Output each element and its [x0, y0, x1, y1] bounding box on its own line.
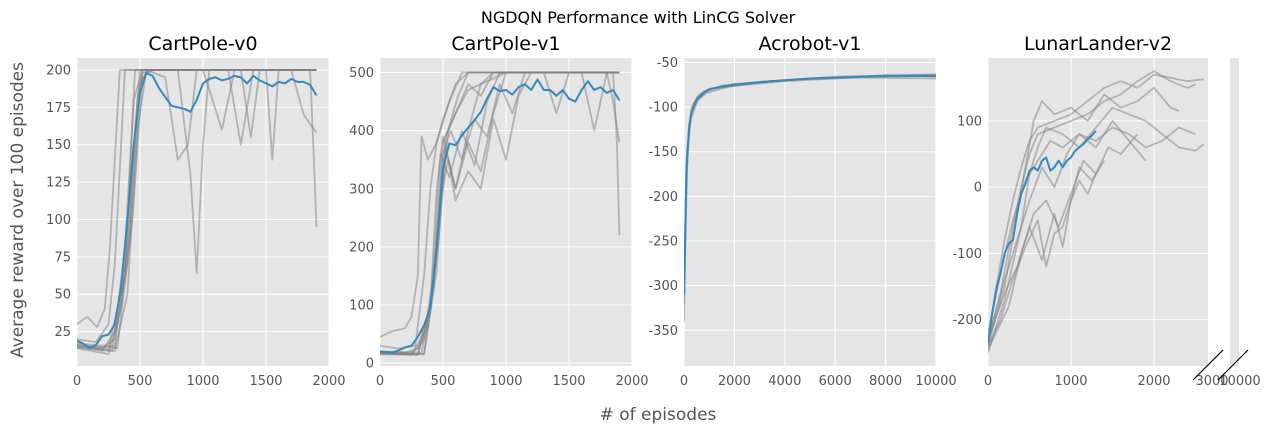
y-tick-label: 175 — [46, 101, 71, 116]
axis-break-mark — [1217, 349, 1249, 381]
x-tick-label: 0 — [984, 374, 992, 389]
subplot-grid: 0 500 1000 1500 2000255075100125150175200Car… — [46, 33, 1261, 389]
y-tick-label: 400 — [349, 124, 374, 139]
mean-series-line — [684, 74, 936, 295]
subplot-title: CartPole-v0 — [148, 33, 257, 55]
y-tick-label: 50 — [54, 288, 71, 303]
subplot-title: Acrobot-v1 — [759, 33, 862, 55]
y-tick-label: 75 — [54, 250, 71, 265]
plot-area — [684, 58, 936, 366]
run-series-line — [77, 69, 317, 348]
figure-suptitle: NGDQN Performance with LinCG Solver — [481, 8, 796, 27]
subplot-title: CartPole-v1 — [451, 33, 560, 55]
x-tick-label: 1000 — [1054, 374, 1087, 389]
y-tick-label: -200 — [648, 190, 678, 205]
y-tick-label: 100 — [957, 114, 982, 129]
x-tick-label: 4000 — [768, 374, 801, 389]
run-series-line — [988, 73, 1204, 347]
y-tick-label: 200 — [349, 240, 374, 255]
plot-area — [988, 58, 1208, 366]
run-series-line — [988, 120, 1147, 344]
series-layer — [380, 71, 621, 356]
y-tick-label: 25 — [54, 325, 71, 340]
broken-x-tick-label: 10000 — [1219, 374, 1260, 389]
x-tick-label: 0 — [680, 374, 688, 389]
x-tick-label: 2000 — [615, 374, 648, 389]
subplot: 0 1000 20001000-100-200LunarLander-v230001… — [952, 33, 1260, 389]
x-tick-label: 10000 — [915, 374, 956, 389]
y-tick-label: -200 — [952, 313, 982, 328]
run-series-line — [77, 69, 317, 343]
x-tick-label: 8000 — [869, 374, 902, 389]
run-series-line — [77, 69, 317, 328]
figure-x-axis-label: # of episodes — [600, 405, 717, 425]
y-tick-label: -300 — [648, 279, 678, 294]
axis-break-mark — [1192, 349, 1224, 381]
mean-series-line — [77, 72, 318, 350]
y-tick-label: 100 — [349, 298, 374, 313]
y-tick-label: 125 — [46, 176, 71, 191]
y-tick-label: -350 — [648, 324, 678, 339]
broken-axis-panel — [1230, 58, 1239, 366]
subplot: 0 2000 4000 6000 8000 10000 -50 -100 -150 -200 -25… — [648, 33, 956, 389]
x-tick-label: 0 — [376, 374, 384, 389]
y-tick-label: 500 — [349, 66, 374, 81]
x-tick-label: 2000 — [1137, 374, 1170, 389]
run-series-line — [988, 160, 1105, 340]
y-tick-label: -150 — [648, 145, 678, 160]
figure-y-axis-label: Average reward over 100 episodes — [8, 62, 28, 358]
y-tick-label: 0 — [366, 357, 374, 372]
x-tick-label: 500 — [431, 374, 456, 389]
x-tick-label: 2000 — [718, 374, 751, 389]
y-tick-label: -100 — [648, 101, 678, 116]
y-tick-label: 0 — [974, 181, 982, 196]
series-layer — [684, 73, 936, 322]
x-tick-label: 2000 — [312, 374, 345, 389]
mean-series-line — [380, 78, 621, 354]
subplot-title: LunarLander-v2 — [1024, 33, 1172, 55]
x-tick-label: 1000 — [489, 374, 522, 389]
x-tick-label: 6000 — [819, 374, 852, 389]
x-tick-label: 0 — [73, 374, 81, 389]
series-layer — [77, 69, 318, 355]
y-tick-label: 300 — [349, 182, 374, 197]
y-tick-label: 200 — [46, 63, 71, 78]
y-tick-label: -50 — [657, 56, 678, 71]
y-tick-label: 150 — [46, 138, 71, 153]
mean-series-line — [988, 130, 1097, 343]
y-tick-label: -100 — [952, 247, 982, 262]
x-tick-label: 1500 — [249, 374, 282, 389]
subplot: 0 500 1000 1500 2000 25 50 75 100 125 150 175 200 Car… — [46, 33, 345, 389]
y-tick-label: 100 — [46, 213, 71, 228]
x-tick-label: 1500 — [552, 374, 585, 389]
x-tick-label: 500 — [128, 374, 153, 389]
x-tick-label: 1000 — [186, 374, 219, 389]
subplot: 0 500 1000 1500 2000 0 100 200 300 400 500 CartPole… — [349, 33, 648, 389]
y-tick-label: -250 — [648, 235, 678, 250]
run-series-line — [988, 173, 1097, 347]
series-layer — [988, 70, 1205, 354]
